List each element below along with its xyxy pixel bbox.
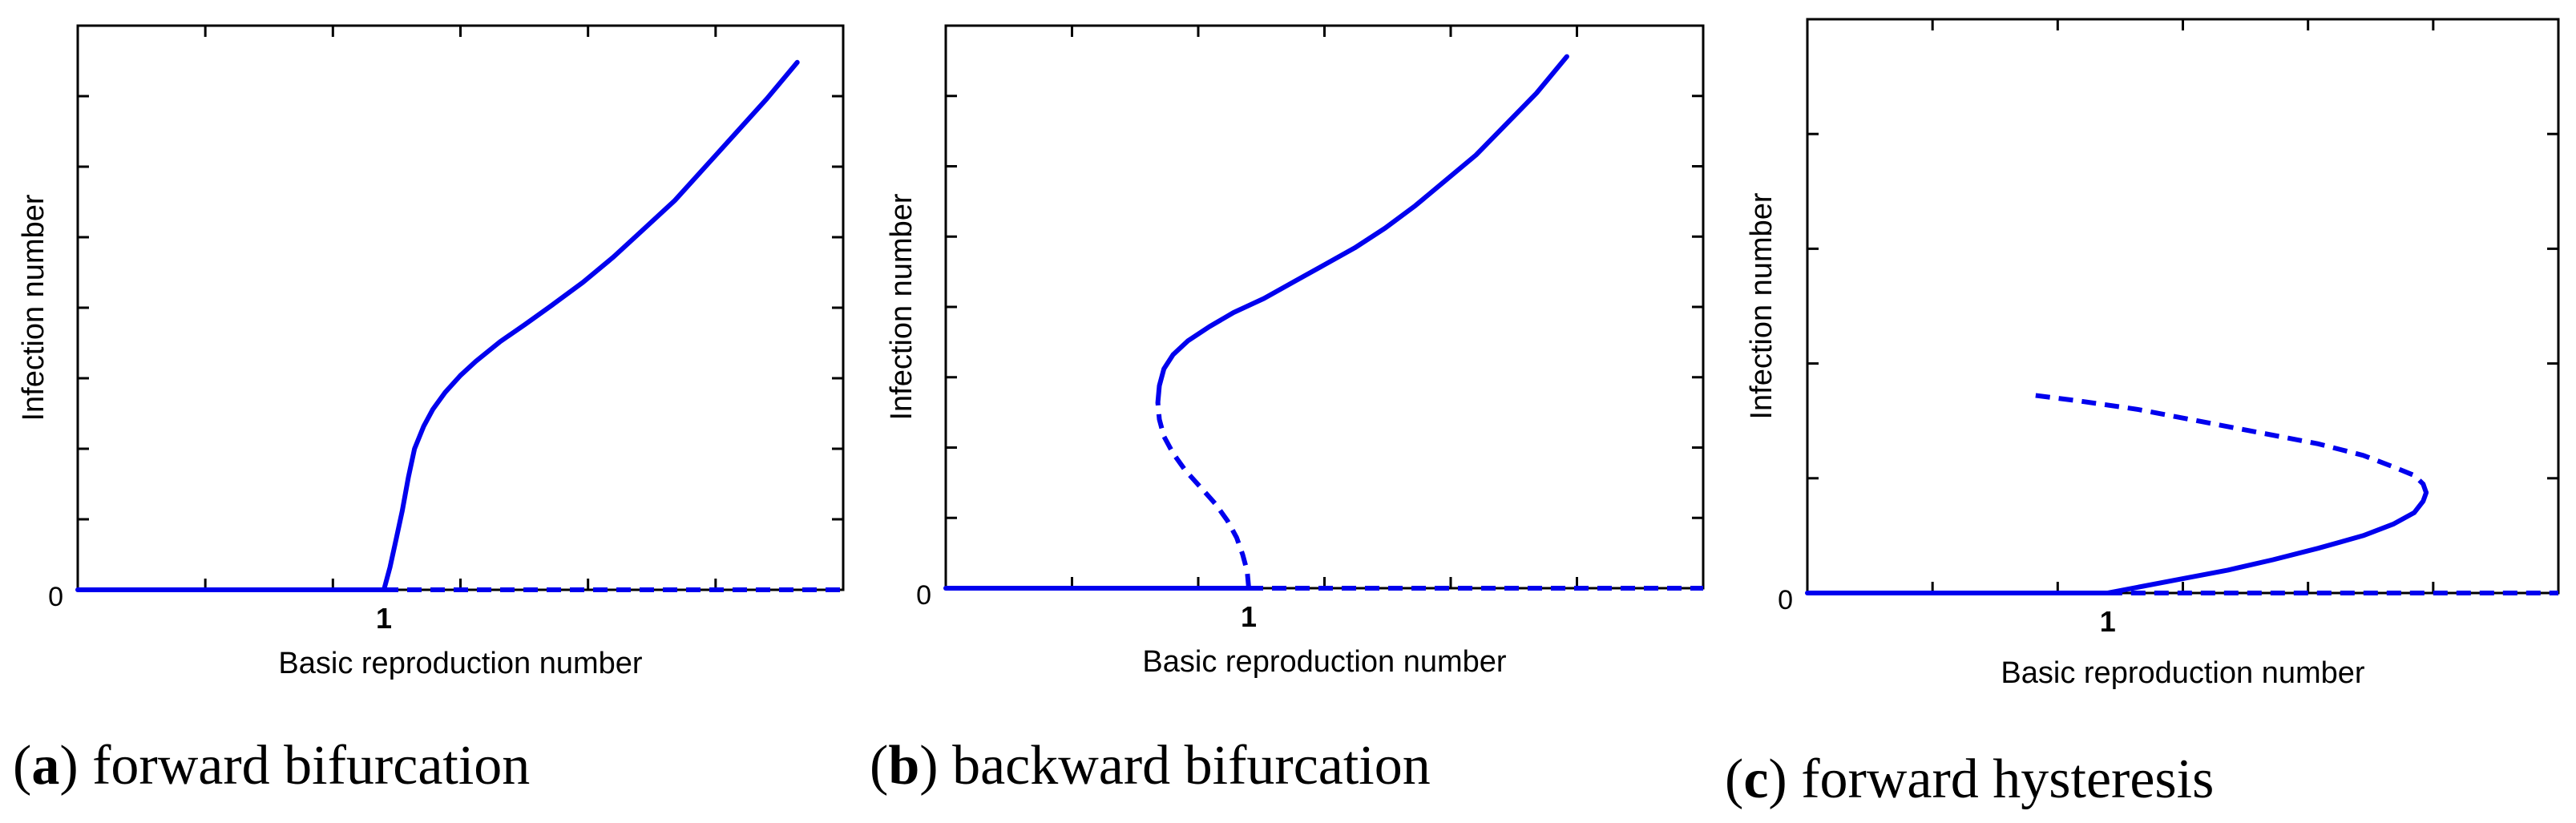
y-axis-label: Infection number (885, 193, 919, 420)
unstable-branch-line (1155, 402, 1251, 589)
axes-frame (944, 24, 1705, 590)
caption-letter: a (31, 735, 59, 797)
caption-text: forward hysteresis (1801, 748, 2214, 810)
panel-caption: (b) backward bifurcation (870, 735, 1431, 797)
panel-caption: (c) forward hysteresis (1725, 748, 2214, 810)
stable-branch-line (1155, 54, 1569, 405)
caption-text: forward bifurcation (92, 735, 530, 797)
axes-frame (1806, 18, 2560, 595)
caption-text: backward bifurcation (952, 735, 1431, 797)
y-axis-label: Infection number (17, 194, 50, 421)
caption-close-paren: ) (1768, 748, 1801, 810)
caption-open-paren: ( (1725, 748, 1743, 810)
origin-tick-label: 0 (1778, 585, 1793, 615)
caption-letter: b (888, 735, 919, 797)
x-tick-label: 1 (1241, 600, 1257, 633)
x-axis-label: Basic reproduction number (2001, 656, 2364, 690)
caption-close-paren: ) (59, 735, 92, 797)
stable-branch-line (382, 59, 800, 592)
caption-open-paren: ( (13, 735, 31, 797)
caption-open-paren: ( (870, 735, 888, 797)
caption-letter: c (1743, 748, 1768, 810)
panel-a: 0 1 Basic reproduction number Infection num… (13, 24, 845, 797)
panel-caption: (a) forward bifurcation (13, 735, 530, 797)
caption-close-paren: ) (919, 735, 952, 797)
x-tick-label: 1 (2100, 605, 2116, 638)
stable-branch-line (2105, 490, 2429, 595)
x-axis-label: Basic reproduction number (1142, 645, 1506, 679)
y-axis-label: Infection number (1745, 192, 1779, 419)
x-tick-label: 1 (376, 602, 392, 635)
panel-b: 0 1 Basic reproduction number Infection num… (870, 24, 1705, 797)
unstable-branch-line (2032, 393, 2429, 494)
x-axis-label: Basic reproduction number (278, 647, 642, 680)
origin-tick-label: 0 (48, 582, 63, 612)
origin-tick-label: 0 (916, 580, 931, 611)
axes-frame (76, 24, 845, 591)
panel-c: 0 1 Basic reproduction number Infection num… (1725, 18, 2560, 810)
